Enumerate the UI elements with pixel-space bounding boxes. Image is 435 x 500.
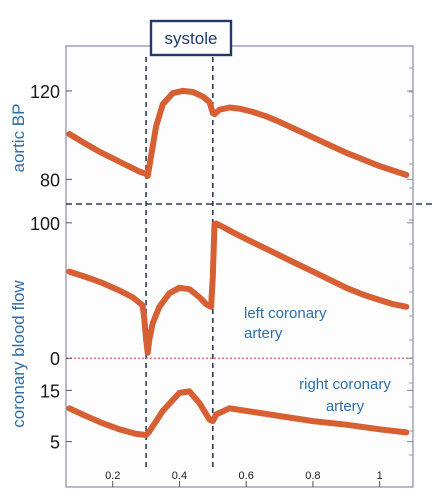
y-tick-label: 80 bbox=[40, 170, 60, 190]
right-coronary-label-line2: artery bbox=[326, 398, 365, 415]
systole-box bbox=[149, 19, 233, 57]
y-tick-label: 5 bbox=[50, 433, 60, 453]
aortic-bp-trace bbox=[66, 87, 410, 179]
y-axis-title-coronary-flow: coronary blood flow bbox=[9, 280, 28, 428]
y-tick-label: 120 bbox=[30, 82, 60, 102]
x-tick-label: 0.6 bbox=[239, 470, 254, 482]
y-tick-label: 0 bbox=[50, 349, 60, 369]
right-coronary-trace bbox=[66, 388, 410, 438]
plot-frame bbox=[65, 45, 414, 488]
systole-label: systole bbox=[165, 29, 218, 48]
left-coronary-trace bbox=[66, 220, 410, 356]
x-tick-label: 1 bbox=[377, 470, 383, 482]
x-tick-label: 0.8 bbox=[305, 470, 320, 482]
right-coronary-label-line1: right coronary bbox=[299, 376, 391, 393]
x-tick-label: 0.4 bbox=[172, 470, 187, 482]
left-coronary-label-line2: artery bbox=[244, 325, 283, 342]
left-coronary-label-line1: left coronary bbox=[244, 305, 327, 322]
y-axis-title-aortic-bp: aortic BP bbox=[9, 104, 28, 173]
y-tick-label: 15 bbox=[40, 381, 60, 401]
y-tick-label: 100 bbox=[30, 214, 60, 234]
x-tick-label: 0.2 bbox=[105, 470, 120, 482]
